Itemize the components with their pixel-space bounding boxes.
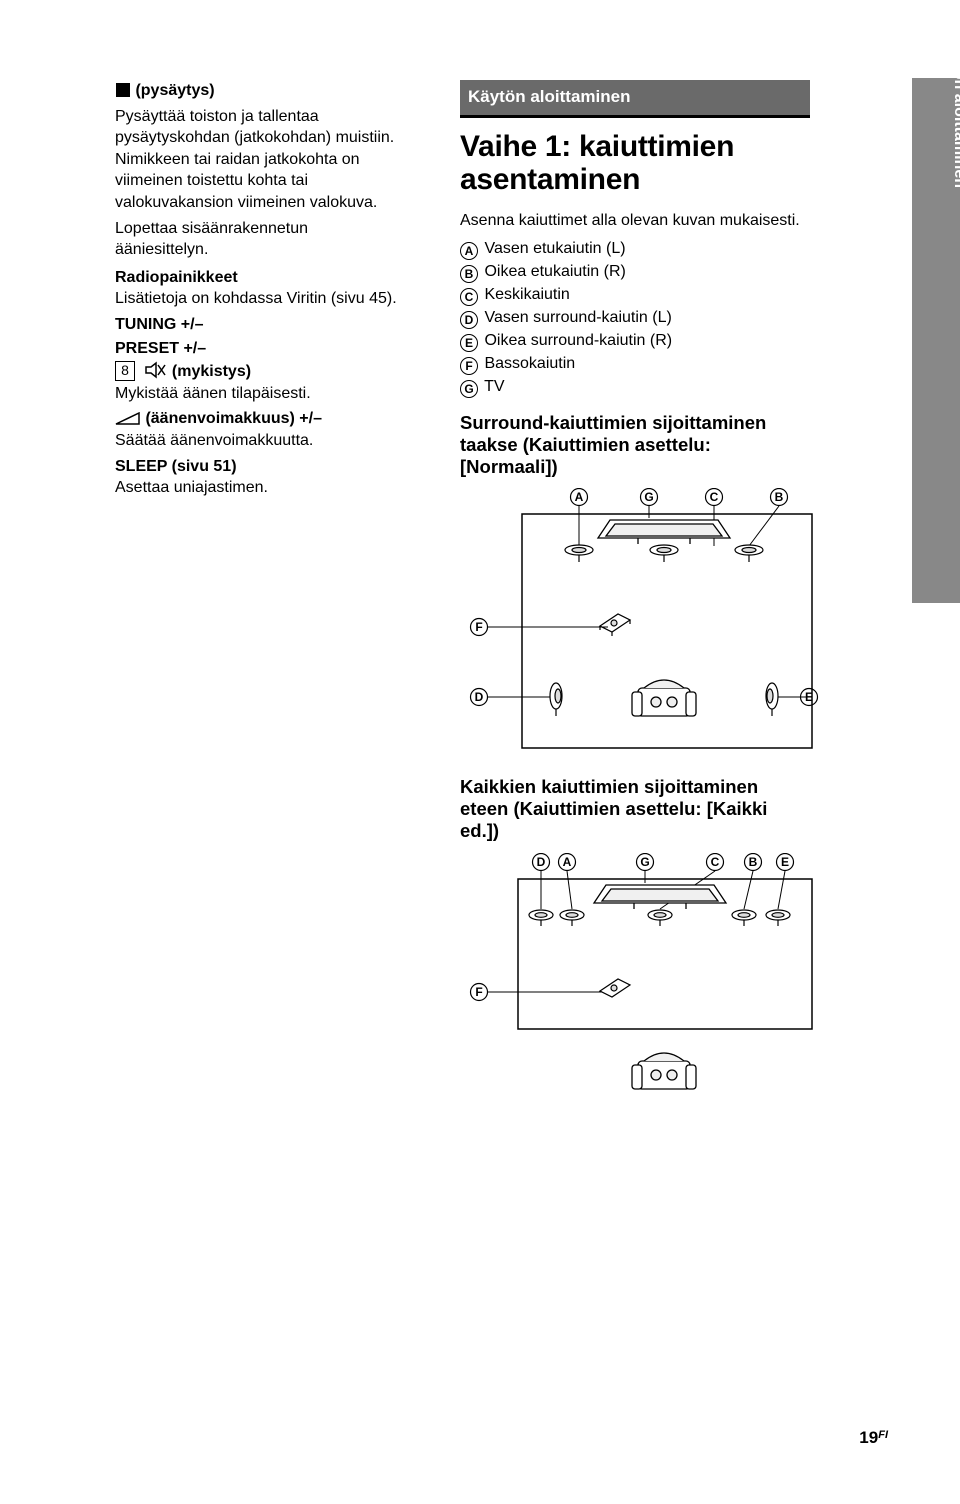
stop-icon [115,82,131,98]
svg-text:A: A [563,855,572,869]
preset-label: PRESET +/– [115,338,400,360]
radio-title: Radiopainikkeet [115,267,400,289]
svg-text:E: E [781,855,789,869]
subheading-2: Kaikkien kaiuttimien sijoittaminen eteen… [460,776,810,843]
sleep-title: SLEEP (sivu 51) [115,456,400,478]
speaker-e: E Oikea surround-kaiutin (R) [460,330,810,352]
sleep-body: Asettaa uniajastimen. [115,477,400,499]
radio-body: Lisätietoja on kohdassa Viritin (sivu 45… [115,288,400,310]
svg-text:G: G [644,490,653,504]
svg-text:D: D [475,690,484,704]
speaker-g: G TV [460,376,810,398]
speaker-a: A Vasen etukaiutin (L) [460,238,810,260]
svg-text:C: C [711,855,720,869]
mute-icon [145,361,167,379]
svg-text:B: B [749,855,758,869]
stop-title: (pysäytys) [135,82,214,99]
speaker-list: A Vasen etukaiutin (L) B Oikea etukaiuti… [460,238,810,398]
main-title: Vaihe 1: kaiuttimien asentaminen [460,130,810,196]
svg-text:A: A [575,490,584,504]
mute-row: 8 (mykistys) [115,361,400,383]
subheading-1: Surround-kaiuttimien sijoittaminen taaks… [460,412,810,479]
vol-row: (äänenvoimakkuus) +/– [115,408,400,430]
tuning-label: TUNING +/– [115,314,400,336]
mute-title: (mykistys) [172,363,251,380]
stop-body-1: Pysäyttää toiston ja tallentaa pysäytysk… [115,106,400,214]
intro-text: Asenna kaiuttimet alla olevan kuvan muka… [460,210,810,232]
speaker-f: F Bassokaiutin [460,353,810,375]
page-content: (pysäytys) Pysäyttää toiston ja tallenta… [0,0,960,1113]
right-column: Käytön aloittaminen Vaihe 1: kaiuttimien… [420,80,840,1113]
stop-heading: (pysäytys) [115,80,400,102]
vol-title: (äänenvoimakkuus) +/– [145,410,322,427]
box-number-8: 8 [115,361,135,381]
mute-body: Mykistää äänen tilapäisesti. [115,383,400,405]
speaker-c: C Keskikaiutin [460,284,810,306]
vol-body: Säätää äänenvoimakkuutta. [115,430,400,452]
svg-text:C: C [710,490,719,504]
diagram-2: D A G C B E [460,853,810,1113]
speaker-b: B Oikea etukaiutin (R) [460,261,810,283]
svg-text:F: F [475,985,482,999]
page-number: 19FI [859,1428,888,1448]
svg-text:B: B [775,490,784,504]
speaker-d: D Vasen surround-kaiutin (L) [460,307,810,329]
section-header: Käytön aloittaminen [460,80,810,118]
volume-icon [115,412,141,426]
diagram-1: A G C B [460,488,810,758]
svg-text:D: D [537,855,546,869]
stop-body-2: Lopettaa sisäänrakennetun ääniesittelyn. [115,218,400,261]
left-column: (pysäytys) Pysäyttää toiston ja tallenta… [0,80,420,1113]
svg-text:F: F [475,620,482,634]
svg-text:G: G [640,855,649,869]
